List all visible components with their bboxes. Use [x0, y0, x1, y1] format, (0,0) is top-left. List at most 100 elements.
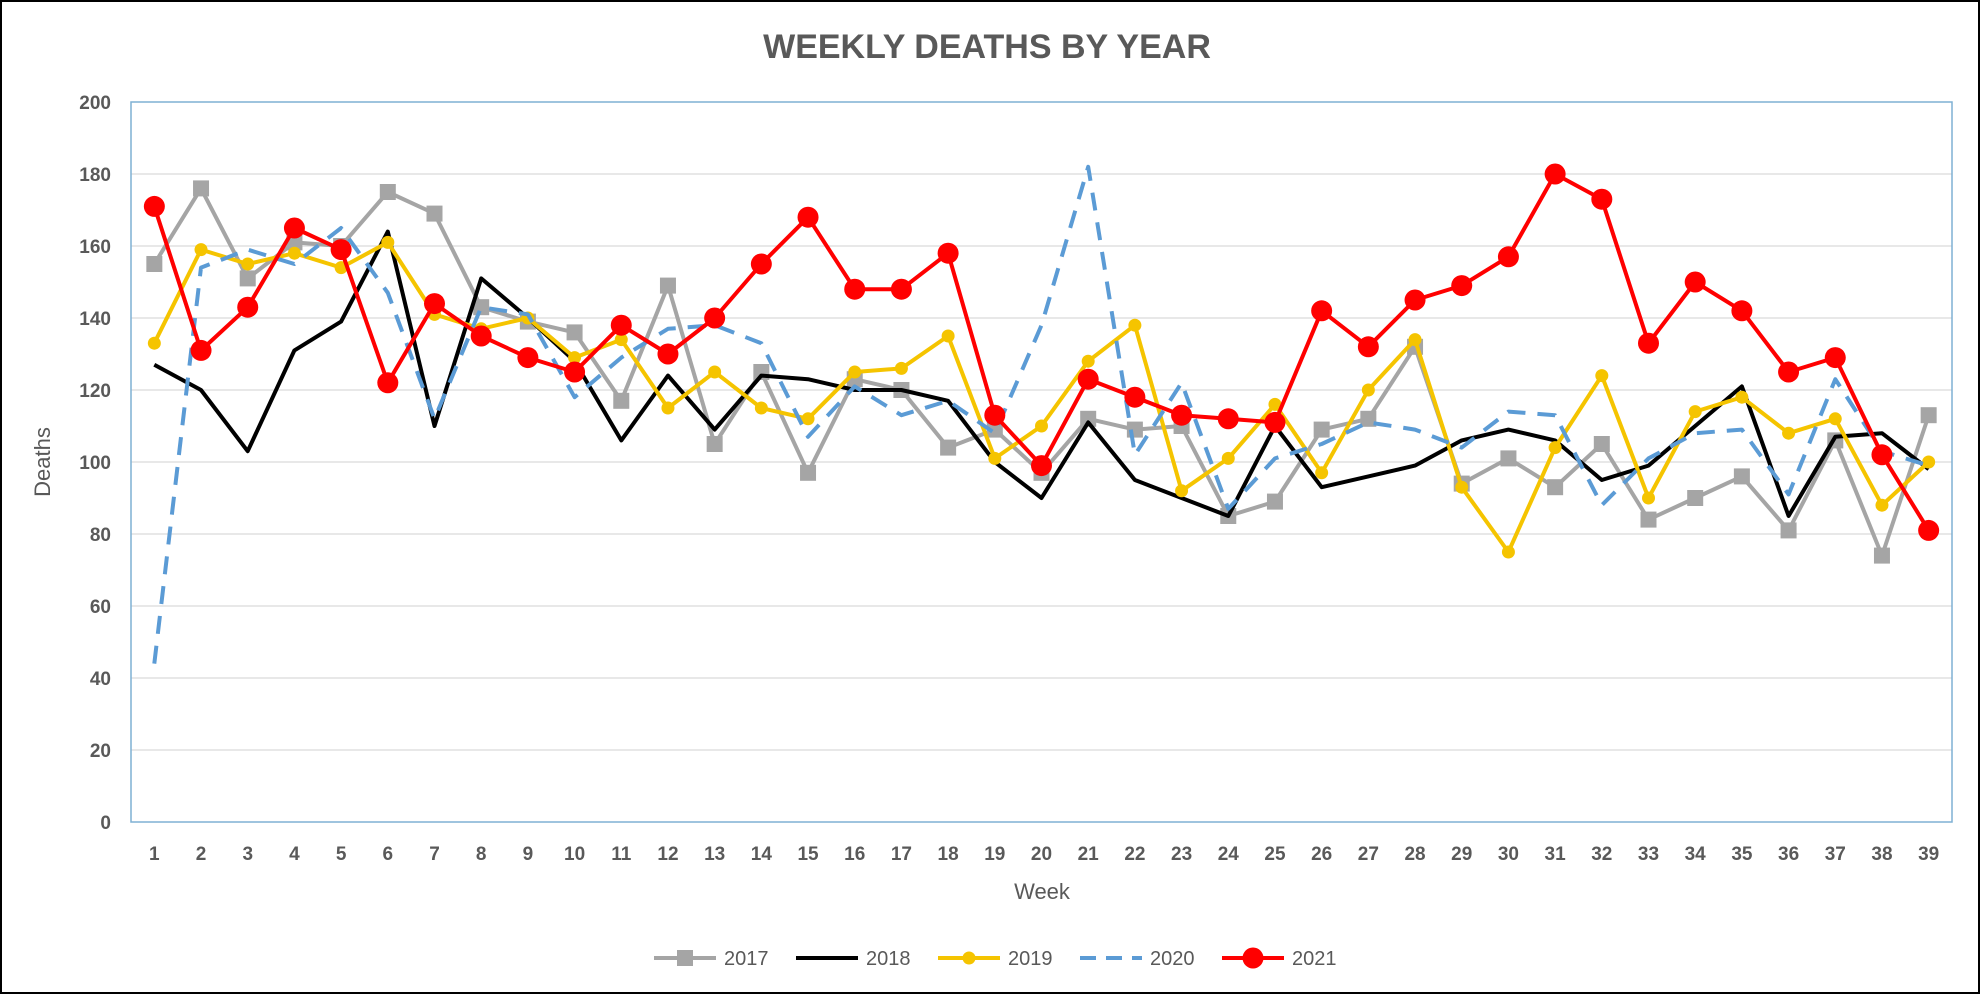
series-line-2020 [152, 164, 1930, 664]
chart-title: WEEKLY DEATHS BY YEAR [763, 28, 1211, 66]
point-2019-week-15 [801, 412, 815, 426]
x-tick-label: 24 [1218, 844, 1240, 865]
point-2019-week-10 [568, 351, 582, 365]
point-2021-week-4 [283, 217, 305, 239]
x-tick-label: 4 [289, 844, 300, 865]
x-tick-label: 21 [1078, 844, 1100, 865]
point-2021-week-1 [143, 195, 165, 217]
x-tick-label: 31 [1545, 844, 1567, 865]
y-axis-title: Deaths [30, 427, 55, 497]
series-2017 [146, 180, 1937, 564]
x-tick-label: 27 [1358, 844, 1379, 865]
point-2021-week-25 [1264, 411, 1286, 433]
point-2019-week-39 [1922, 455, 1936, 469]
point-2017-week-10 [566, 324, 583, 341]
point-2017-week-31 [1547, 479, 1564, 496]
point-2019-week-31 [1548, 441, 1562, 455]
point-2017-week-26 [1313, 421, 1330, 438]
point-2019-week-35 [1735, 390, 1749, 404]
point-2019-week-13 [708, 365, 722, 379]
point-2021-week-10 [564, 361, 586, 383]
x-tick-label: 15 [797, 844, 819, 865]
x-tick-label: 16 [844, 844, 865, 865]
point-2019-week-2 [194, 243, 208, 257]
x-tick-label: 32 [1591, 844, 1612, 865]
point-2019-week-4 [287, 246, 301, 260]
x-tick-label: 10 [564, 844, 585, 865]
point-2021-week-24 [1217, 408, 1239, 430]
point-2021-week-9 [517, 347, 539, 369]
point-2019-week-32 [1595, 369, 1609, 383]
legend-label: 2018 [866, 948, 911, 970]
point-2021-week-11 [610, 314, 632, 336]
point-2019-week-34 [1688, 405, 1702, 419]
y-tick-label: 120 [79, 381, 111, 402]
point-2021-week-5 [330, 239, 352, 261]
point-2017-week-12 [659, 277, 676, 294]
x-tick-label: 3 [242, 844, 253, 865]
point-2021-week-23 [1171, 404, 1193, 426]
point-2017-week-7 [426, 205, 443, 222]
x-axis-title: Week [1014, 879, 1071, 904]
point-2021-week-26 [1311, 300, 1333, 322]
y-tick-label: 100 [79, 453, 111, 474]
point-2021-week-2 [190, 339, 212, 361]
point-2017-week-21 [1080, 410, 1097, 427]
legend-swatch-marker [677, 950, 693, 966]
y-tick-label: 180 [79, 165, 111, 186]
point-2017-week-2 [193, 180, 210, 197]
x-tick-label: 37 [1825, 844, 1846, 865]
x-tick-label: 13 [704, 844, 725, 865]
point-2019-week-14 [754, 401, 768, 415]
point-2019-week-37 [1828, 412, 1842, 426]
point-2017-week-33 [1640, 511, 1657, 528]
point-2021-week-33 [1638, 332, 1659, 354]
point-2021-week-6 [377, 372, 399, 394]
point-2017-week-34 [1687, 490, 1704, 506]
point-2017-week-39 [1920, 407, 1937, 424]
x-tick-label: 8 [476, 844, 487, 865]
x-tick-label: 22 [1124, 844, 1145, 865]
point-2019-week-17 [894, 361, 908, 375]
legend-label: 2021 [1292, 948, 1337, 970]
point-2019-week-25 [1268, 397, 1282, 411]
point-2017-week-18 [940, 439, 957, 456]
x-tick-label: 5 [336, 844, 347, 865]
point-2017-week-1 [146, 256, 163, 272]
point-2021-week-18 [937, 242, 959, 264]
x-tick-label: 2 [196, 844, 207, 865]
point-2021-week-15 [797, 206, 819, 228]
point-2021-week-14 [750, 253, 772, 275]
point-2021-week-3 [237, 296, 259, 318]
point-2021-week-8 [470, 325, 492, 347]
point-2019-week-11 [614, 333, 628, 347]
series-2020 [152, 164, 1930, 664]
y-tick-label: 20 [90, 741, 111, 762]
point-2021-week-37 [1824, 347, 1846, 369]
x-tick-label: 14 [751, 844, 773, 865]
point-2017-week-3 [239, 270, 256, 287]
point-2017-week-19 [986, 421, 1003, 438]
point-2017-week-11 [613, 392, 630, 409]
x-tick-label: 35 [1731, 844, 1753, 865]
point-2021-week-27 [1357, 336, 1379, 358]
point-2019-week-36 [1782, 426, 1796, 440]
point-2019-week-30 [1501, 545, 1515, 559]
point-2019-week-6 [381, 235, 395, 249]
point-2019-week-1 [147, 336, 161, 350]
legend: 2017 2018 2019 2020 2021 [654, 947, 1337, 970]
point-2019-week-16 [848, 365, 862, 379]
x-tick-label: 29 [1451, 844, 1472, 865]
point-2021-week-21 [1077, 368, 1099, 390]
point-2021-week-32 [1591, 188, 1613, 210]
legend-label: 2017 [724, 948, 769, 970]
point-2019-week-28 [1408, 333, 1422, 347]
point-2021-week-19 [984, 404, 1006, 426]
point-2017-week-15 [800, 464, 817, 481]
point-2017-week-27 [1360, 410, 1377, 427]
point-2021-week-34 [1684, 271, 1706, 293]
point-2019-week-38 [1875, 498, 1889, 512]
x-tick-label: 12 [657, 844, 678, 865]
point-2017-week-25 [1266, 493, 1283, 510]
x-tick-label: 34 [1685, 844, 1707, 865]
